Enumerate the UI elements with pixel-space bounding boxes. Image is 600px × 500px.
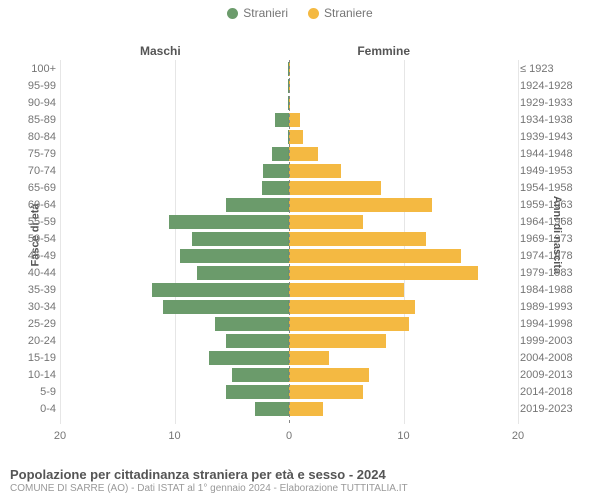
age-label: 65-69 (20, 183, 56, 194)
birth-year-label: 1989-1993 (520, 302, 582, 313)
birth-year-label: 1954-1958 (520, 183, 582, 194)
legend-dot-male (227, 8, 238, 19)
age-label: 95-99 (20, 81, 56, 92)
bar-female (289, 130, 303, 144)
bar-female (289, 317, 409, 331)
birth-year-label: 2004-2008 (520, 353, 582, 364)
bar-male (272, 147, 289, 161)
bar-female (289, 402, 323, 416)
birth-year-label: ≤ 1923 (520, 64, 582, 75)
age-label: 55-59 (20, 217, 56, 228)
x-tick-label: 0 (286, 430, 292, 442)
legend: Stranieri Straniere (0, 0, 600, 20)
age-label: 40-44 (20, 268, 56, 279)
footer: Popolazione per cittadinanza straniera p… (10, 467, 408, 494)
bar-female (289, 147, 318, 161)
age-label: 45-49 (20, 251, 56, 262)
birth-year-label: 1999-2003 (520, 336, 582, 347)
age-label: 25-29 (20, 319, 56, 330)
age-label: 0-4 (20, 404, 56, 415)
bar-female (289, 300, 415, 314)
bar-female (289, 368, 369, 382)
bar-female (289, 198, 432, 212)
age-label: 30-34 (20, 302, 56, 313)
bar-male (192, 232, 289, 246)
bar-female (289, 266, 478, 280)
bar-male (226, 198, 289, 212)
birth-year-label: 1969-1973 (520, 234, 582, 245)
bar-female (289, 249, 461, 263)
birth-year-label: 1959-1963 (520, 200, 582, 211)
legend-item-male: Stranieri (227, 6, 288, 20)
bar-male (197, 266, 289, 280)
chart: Maschi Femmine Fasce di età Anni di nasc… (0, 20, 600, 450)
bar-female (289, 351, 329, 365)
birth-year-label: 1984-1988 (520, 285, 582, 296)
x-tick-label: 20 (54, 430, 66, 442)
bar-male (226, 334, 289, 348)
bar-male (255, 402, 289, 416)
bar-female (289, 181, 381, 195)
birth-year-label: 1934-1938 (520, 115, 582, 126)
age-label: 35-39 (20, 285, 56, 296)
bar-female (289, 215, 363, 229)
bar-male (163, 300, 289, 314)
birth-year-label: 1924-1928 (520, 81, 582, 92)
chart-title: Popolazione per cittadinanza straniera p… (10, 467, 408, 482)
bar-female (289, 113, 300, 127)
grid-line (518, 60, 519, 424)
age-label: 50-54 (20, 234, 56, 245)
bar-male (275, 113, 289, 127)
x-tick-label: 10 (397, 430, 409, 442)
birth-year-label: 1929-1933 (520, 98, 582, 109)
bar-female (289, 164, 341, 178)
bar-male (215, 317, 289, 331)
legend-label-female: Straniere (324, 6, 373, 20)
birth-year-label: 1949-1953 (520, 166, 582, 177)
age-label: 15-19 (20, 353, 56, 364)
header-male: Maschi (140, 44, 181, 58)
bar-male (180, 249, 289, 263)
age-label: 70-74 (20, 166, 56, 177)
bar-male (263, 164, 289, 178)
age-label: 20-24 (20, 336, 56, 347)
header-female: Femmine (357, 44, 410, 58)
age-label: 90-94 (20, 98, 56, 109)
birth-year-label: 2019-2023 (520, 404, 582, 415)
age-label: 60-64 (20, 200, 56, 211)
birth-year-label: 2014-2018 (520, 387, 582, 398)
birth-year-label: 1994-1998 (520, 319, 582, 330)
bar-male (209, 351, 289, 365)
bar-female (289, 232, 426, 246)
x-tick-label: 20 (512, 430, 524, 442)
birth-year-label: 1964-1968 (520, 217, 582, 228)
age-label: 5-9 (20, 387, 56, 398)
age-label: 75-79 (20, 149, 56, 160)
birth-year-label: 1979-1983 (520, 268, 582, 279)
chart-subtitle: COMUNE DI SARRE (AO) - Dati ISTAT al 1° … (10, 483, 408, 494)
legend-dot-female (308, 8, 319, 19)
age-label: 100+ (20, 64, 56, 75)
legend-item-female: Straniere (308, 6, 373, 20)
bar-male (226, 385, 289, 399)
bar-male (232, 368, 289, 382)
bar-male (169, 215, 289, 229)
bar-female (289, 385, 363, 399)
birth-year-label: 1939-1943 (520, 132, 582, 143)
grid-zero-line (289, 60, 290, 424)
bar-male (262, 181, 289, 195)
age-label: 10-14 (20, 370, 56, 381)
age-label: 80-84 (20, 132, 56, 143)
x-tick-label: 10 (168, 430, 180, 442)
age-label: 85-89 (20, 115, 56, 126)
plot-area (60, 60, 518, 424)
bar-female (289, 334, 386, 348)
legend-label-male: Stranieri (243, 6, 288, 20)
bar-male (152, 283, 289, 297)
birth-year-label: 1974-1978 (520, 251, 582, 262)
birth-year-label: 1944-1948 (520, 149, 582, 160)
birth-year-label: 2009-2013 (520, 370, 582, 381)
bar-female (289, 283, 404, 297)
